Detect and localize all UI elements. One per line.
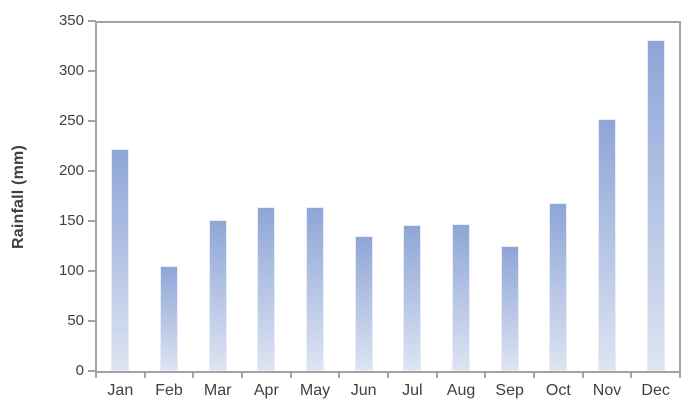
y-tick-300 bbox=[88, 70, 96, 72]
x-category-label-jan: Jan bbox=[107, 382, 134, 399]
x-tick-12 bbox=[679, 371, 681, 378]
bar-dec bbox=[646, 40, 665, 371]
plot-border-right bbox=[679, 21, 681, 373]
x-category-label-mar: Mar bbox=[203, 382, 232, 399]
x-category-label-may: May bbox=[299, 382, 331, 399]
y-tick-350 bbox=[88, 20, 96, 22]
x-category-label-feb: Feb bbox=[155, 382, 183, 399]
bar-jul bbox=[403, 225, 422, 371]
x-category-label-oct: Oct bbox=[545, 382, 571, 399]
x-tick-9 bbox=[533, 371, 535, 378]
bar-aug bbox=[452, 224, 470, 371]
x-category-label-sep: Sep bbox=[495, 382, 524, 399]
bar-sep bbox=[500, 246, 519, 371]
y-tick-100 bbox=[88, 270, 96, 272]
bar-may bbox=[306, 207, 324, 371]
x-category-label-dec: Dec bbox=[641, 382, 670, 399]
x-tick-2 bbox=[192, 371, 195, 378]
x-tick-5 bbox=[338, 371, 341, 378]
x-tick-7 bbox=[435, 371, 438, 378]
x-category-label-jun: Jun bbox=[350, 382, 377, 399]
y-tick-label-200: 200 bbox=[58, 162, 84, 179]
x-tick-4 bbox=[289, 371, 292, 378]
x-tick-11 bbox=[630, 371, 633, 378]
bar-feb bbox=[160, 266, 178, 371]
bar-apr bbox=[257, 207, 276, 371]
x-category-label-apr: Apr bbox=[253, 382, 279, 399]
x-tick-1 bbox=[143, 371, 146, 378]
bar-mar bbox=[208, 220, 227, 371]
y-axis-title: Rainfall (mm) bbox=[10, 145, 27, 249]
y-tick-200 bbox=[88, 170, 96, 172]
x-category-label-jul: Jul bbox=[402, 382, 423, 399]
y-tick-150 bbox=[88, 220, 96, 222]
y-tick-0 bbox=[88, 370, 96, 372]
x-tick-6 bbox=[387, 371, 389, 378]
x-tick-3 bbox=[241, 371, 243, 378]
y-tick-label-250: 250 bbox=[58, 112, 84, 129]
y-tick-label-300: 300 bbox=[58, 62, 84, 79]
y-axis-line bbox=[95, 21, 97, 373]
y-tick-label-150: 150 bbox=[58, 212, 84, 229]
bar-oct bbox=[549, 203, 568, 371]
x-tick-8 bbox=[484, 371, 487, 378]
y-tick-label-100: 100 bbox=[58, 262, 84, 279]
x-category-label-aug: Aug bbox=[446, 382, 476, 399]
bar-nov bbox=[598, 119, 616, 371]
bar-jan bbox=[111, 149, 130, 371]
x-tick-0 bbox=[95, 371, 97, 378]
y-tick-label-350: 350 bbox=[58, 12, 84, 29]
plot-border-top bbox=[95, 21, 681, 23]
bar-jun bbox=[354, 236, 373, 371]
x-tick-10 bbox=[581, 371, 584, 378]
y-tick-250 bbox=[88, 120, 96, 122]
x-category-label-nov: Nov bbox=[592, 382, 622, 399]
y-tick-label-0: 0 bbox=[75, 362, 84, 379]
y-tick-label-50: 50 bbox=[67, 312, 84, 329]
y-tick-50 bbox=[88, 320, 96, 322]
